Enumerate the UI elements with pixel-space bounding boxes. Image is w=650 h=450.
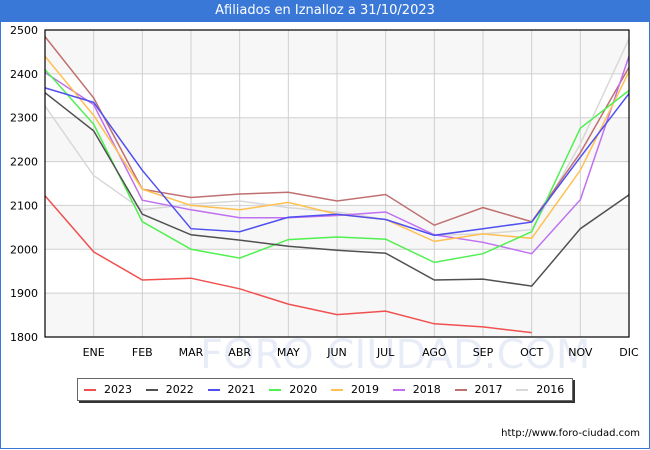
legend-swatch xyxy=(84,388,96,391)
y-tick-labels: 1800 1900 2000 2100 2200 2300 2400 2500 xyxy=(10,24,38,344)
x-tick-label: NOV xyxy=(568,346,593,359)
y-tick-label: 2000 xyxy=(10,243,38,256)
series-line-2016 xyxy=(44,38,630,237)
grid xyxy=(45,29,630,338)
source-url: http://www.foro-ciudad.com xyxy=(501,428,640,439)
y-tick-label: 2200 xyxy=(10,156,38,169)
series-line-2018 xyxy=(44,56,630,255)
y-tick-label: 1900 xyxy=(10,287,38,300)
legend-swatch xyxy=(207,388,220,391)
legend-label: 2018 xyxy=(412,383,441,396)
legend-label: 2017 xyxy=(474,383,503,396)
x-tick-label: JUN xyxy=(326,346,347,359)
legend-item-2016: 2016 xyxy=(516,383,572,396)
y-tick-label: 2400 xyxy=(10,68,38,81)
series-line-2021 xyxy=(44,87,630,237)
x-tick-label: MAY xyxy=(277,346,300,359)
legend-swatch xyxy=(269,388,282,391)
x-tick-label: SEP xyxy=(473,346,494,359)
plot-border xyxy=(44,29,630,338)
legend-label: 2019 xyxy=(351,383,379,396)
legend-label: 2023 xyxy=(104,383,132,396)
axes xyxy=(44,29,630,338)
y-tick-label: 2100 xyxy=(10,199,38,212)
x-tick-label: JUL xyxy=(376,346,395,359)
watermark: FORO CIUDAD.COM xyxy=(200,332,590,378)
x-tick-labels: ENE FEB MAR ABR MAY JUN JUL AGO SEP OCT NOV DIC xyxy=(83,346,639,359)
legend-item-2021: 2021 xyxy=(207,383,264,396)
x-tick-label: DIC xyxy=(619,346,639,359)
legend-swatch xyxy=(516,388,529,391)
legend-swatch xyxy=(331,388,343,391)
y-tick-label: 1800 xyxy=(10,331,38,344)
legend-label: 2021 xyxy=(227,383,256,396)
legend-item-2017: 2017 xyxy=(454,383,511,396)
x-tick-label: MAR xyxy=(179,346,204,359)
x-tick-label: ENE xyxy=(83,346,105,359)
y-tick-label: 2300 xyxy=(10,112,38,125)
x-tick-label: FEB xyxy=(132,346,153,359)
legend-item-2020: 2020 xyxy=(269,383,325,396)
series-line-2020 xyxy=(44,69,630,264)
legend: 2023 2022 2021 2020 2019 2018 2017 2016 xyxy=(77,378,573,401)
legend-label: 2022 xyxy=(165,383,194,396)
legend-item-2018: 2018 xyxy=(392,383,449,396)
chart-title: Afiliados en Iznalloz a 31/10/2023 xyxy=(0,0,650,22)
series-lines xyxy=(44,36,630,334)
legend-item-2019: 2019 xyxy=(331,383,387,396)
y-tick-label: 2500 xyxy=(10,24,38,37)
x-tick-label: ABR xyxy=(228,346,251,359)
series-line-2022 xyxy=(44,92,630,287)
x-tick-label: AGO xyxy=(422,346,447,359)
legend-label: 2020 xyxy=(289,383,318,396)
legend-swatch xyxy=(454,388,467,391)
series-line-2023 xyxy=(44,195,532,334)
legend-label: 2016 xyxy=(536,383,565,396)
legend-swatch xyxy=(392,388,405,391)
legend-item-2023: 2023 xyxy=(84,383,140,396)
legend-item-2022: 2022 xyxy=(145,383,202,396)
legend-swatch xyxy=(145,388,158,391)
x-tick-label: OCT xyxy=(520,346,543,359)
